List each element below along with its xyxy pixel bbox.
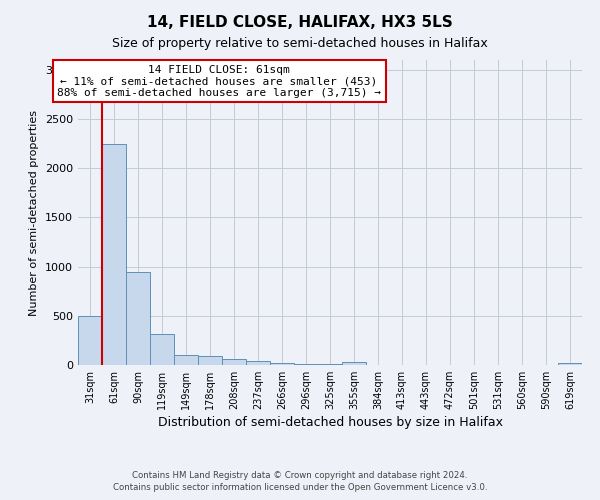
Bar <box>126 272 150 365</box>
Bar <box>246 361 270 365</box>
Bar <box>294 364 318 365</box>
Bar <box>342 362 366 365</box>
Bar <box>78 316 102 365</box>
Bar <box>558 363 582 365</box>
Y-axis label: Number of semi-detached properties: Number of semi-detached properties <box>29 110 40 316</box>
Bar <box>318 364 342 365</box>
Bar <box>270 363 294 365</box>
X-axis label: Distribution of semi-detached houses by size in Halifax: Distribution of semi-detached houses by … <box>157 416 503 429</box>
Bar <box>198 356 222 365</box>
Text: Size of property relative to semi-detached houses in Halifax: Size of property relative to semi-detach… <box>112 38 488 51</box>
Bar <box>150 334 174 365</box>
Bar <box>222 359 246 365</box>
Bar <box>102 144 126 365</box>
Text: 14 FIELD CLOSE: 61sqm
← 11% of semi-detached houses are smaller (453)
88% of sem: 14 FIELD CLOSE: 61sqm ← 11% of semi-deta… <box>57 64 381 98</box>
Text: 14, FIELD CLOSE, HALIFAX, HX3 5LS: 14, FIELD CLOSE, HALIFAX, HX3 5LS <box>147 15 453 30</box>
Text: Contains HM Land Registry data © Crown copyright and database right 2024.
Contai: Contains HM Land Registry data © Crown c… <box>113 471 487 492</box>
Bar <box>174 355 198 365</box>
